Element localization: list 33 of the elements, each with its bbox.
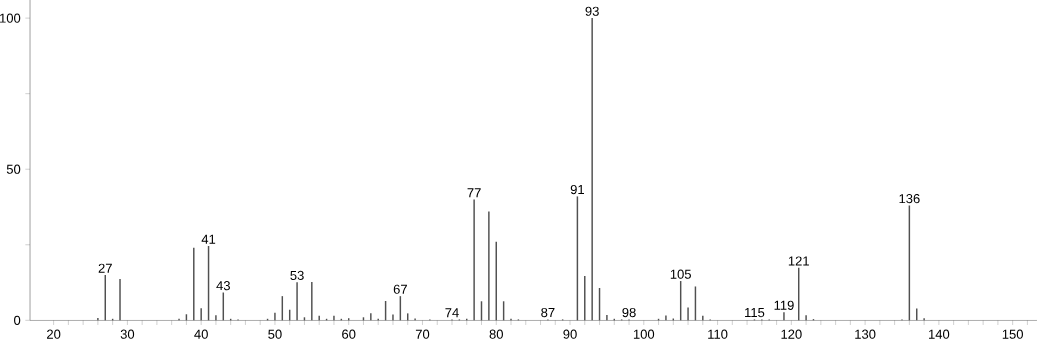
x-tick-label: 110 <box>708 329 728 339</box>
annotation: 136 <box>899 194 920 204</box>
x-tick-label: 50 <box>268 329 282 339</box>
y-tick-label: 50 <box>6 164 21 174</box>
annotation: 77 <box>467 188 481 198</box>
y-tick-label: 0 <box>14 315 21 325</box>
x-tick-label: 150 <box>1002 329 1023 339</box>
x-tick-label: 90 <box>563 329 577 339</box>
x-tick-label: 30 <box>120 329 135 339</box>
annotation: 98 <box>622 307 636 318</box>
annotation: 119 <box>774 300 794 310</box>
annotation: 27 <box>98 263 112 273</box>
x-tick-label: 20 <box>47 329 61 339</box>
annotation: 74 <box>445 308 459 318</box>
annotation: 121 <box>788 256 809 266</box>
x-tick-label: 40 <box>194 329 208 339</box>
x-tick-label: 70 <box>415 329 430 339</box>
annotation: 93 <box>585 6 599 16</box>
annotation: 115 <box>745 308 765 318</box>
x-tick-label: 120 <box>781 329 802 339</box>
annotation: 87 <box>541 307 555 318</box>
x-tick-label: 60 <box>342 329 356 339</box>
annotation: 43 <box>216 281 230 291</box>
annotation: 105 <box>670 269 691 279</box>
annotation: 41 <box>201 234 216 244</box>
annotation: 91 <box>570 184 585 195</box>
x-tick-label: 100 <box>633 329 655 339</box>
annotation: 53 <box>290 270 304 280</box>
x-tick-label: 130 <box>855 329 876 339</box>
annotation: 67 <box>393 284 407 294</box>
x-tick-label: 80 <box>489 329 503 339</box>
x-tick-label: 140 <box>929 329 950 339</box>
y-tick-label: 100 <box>0 13 21 23</box>
